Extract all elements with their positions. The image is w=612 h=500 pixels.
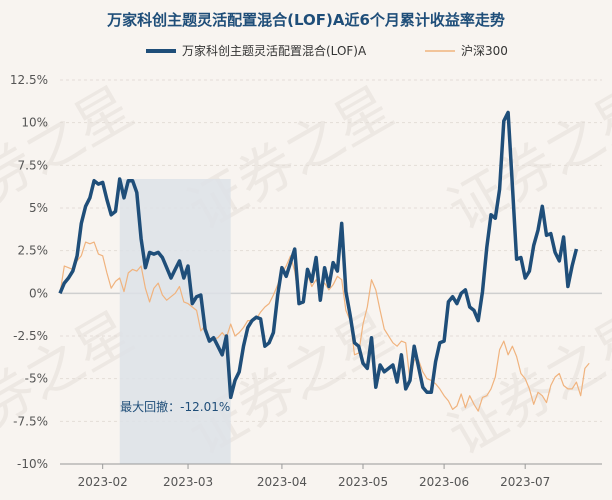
x-axis: 2023-02 2023-03 2023-04 2023-05 2023-06 2023-… xyxy=(60,463,602,489)
chart-title: 万家科创主题灵活配置混合(LOF)A近6个月累计收益率走势 xyxy=(106,11,505,29)
y-tick-label: 2.5% xyxy=(18,244,49,258)
index-series-line xyxy=(59,241,590,412)
max-drawdown-label: 最大回撤：-12.01% xyxy=(120,399,230,414)
drawdown-shade xyxy=(119,178,231,464)
y-tick-label: 10% xyxy=(21,116,48,130)
watermark-text: 证券之星 xyxy=(438,300,612,468)
series-group xyxy=(58,110,590,412)
y-tick-label: 5% xyxy=(29,201,48,215)
legend-label: 万家科创主题灵活配置混合(LOF)A xyxy=(182,43,367,58)
y-tick-label: -10% xyxy=(17,457,48,471)
y-tick-label: -7.5% xyxy=(13,414,48,428)
y-tick-label: 12.5% xyxy=(10,73,48,87)
x-tick-label: 2023-06 xyxy=(419,475,469,489)
y-axis: 12.5% 10% 7.5% 5% 2.5% 0% -2.5% -5% -7.5% -10% xyxy=(10,73,48,471)
y-tick-label: 7.5% xyxy=(18,158,49,172)
x-tick-label: 2023-03 xyxy=(163,475,213,489)
drawdown-region xyxy=(119,178,231,464)
y-tick-label: -5% xyxy=(25,372,48,386)
fund-series-line xyxy=(58,110,579,400)
x-tick-label: 2023-02 xyxy=(78,475,128,489)
x-tick-label: 2023-05 xyxy=(338,475,388,489)
x-tick-label: 2023-04 xyxy=(257,475,307,489)
watermark-text: 证券之星 xyxy=(438,75,612,243)
legend-label: 沪深300 xyxy=(461,44,508,58)
x-tick-label: 2023-07 xyxy=(500,475,550,489)
y-tick-label: 0% xyxy=(29,286,48,300)
legend: 万家科创主题灵活配置混合(LOF)A 沪深300 xyxy=(146,43,508,58)
y-tick-label: -2.5% xyxy=(13,329,48,343)
